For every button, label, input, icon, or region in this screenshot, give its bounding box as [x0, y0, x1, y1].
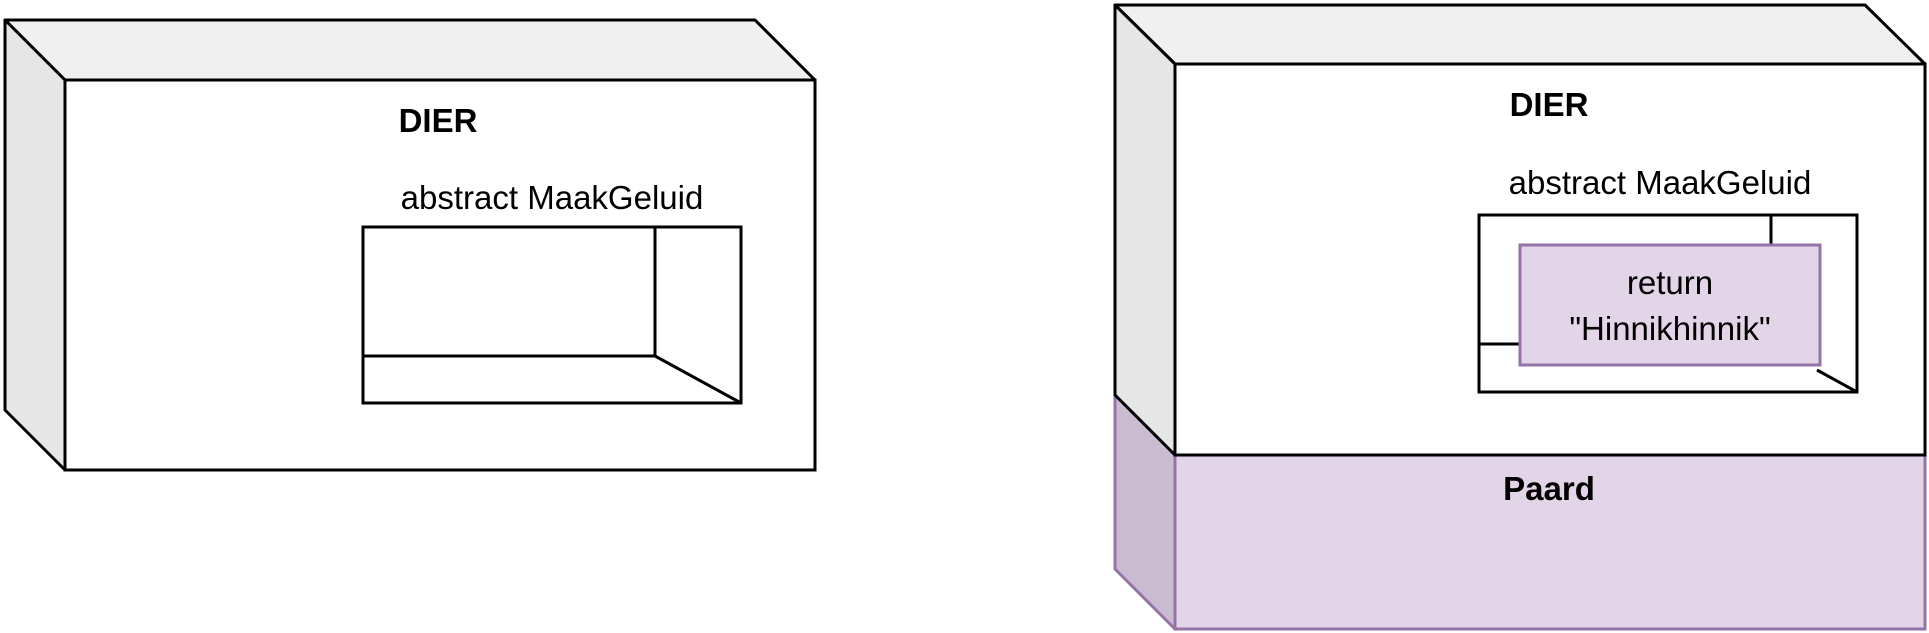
right-method-slot-diagonal [1816, 368, 1858, 394]
paard-title: Paard [1503, 470, 1595, 507]
implementation-line-2: "Hinnikhinnik" [1569, 310, 1770, 347]
right-dier-box-side [1113, 3, 1177, 457]
left-dier-title: DIER [399, 102, 478, 139]
left-method-slot [361, 225, 743, 405]
left-dier-box-top [3, 18, 817, 82]
left-method-slot-diagonal [654, 354, 742, 405]
left-method-label: abstract MaakGeluid [401, 179, 704, 216]
right-method-slot: return "Hinnikhinnik" [1477, 213, 1859, 394]
left-method-slot-frame [361, 225, 743, 405]
left-dier-box-side [3, 18, 67, 472]
right-dier-box-top [1113, 3, 1927, 66]
right-method-label: abstract MaakGeluid [1509, 164, 1812, 201]
implementation-line-1: return [1627, 264, 1713, 301]
left-dier-box: DIER abstract MaakGeluid [3, 18, 817, 472]
implementation-block [1518, 243, 1822, 367]
right-paard-box: DIER abstract MaakGeluid return "Hinnikh… [1113, 3, 1927, 631]
right-dier-title: DIER [1510, 86, 1589, 123]
